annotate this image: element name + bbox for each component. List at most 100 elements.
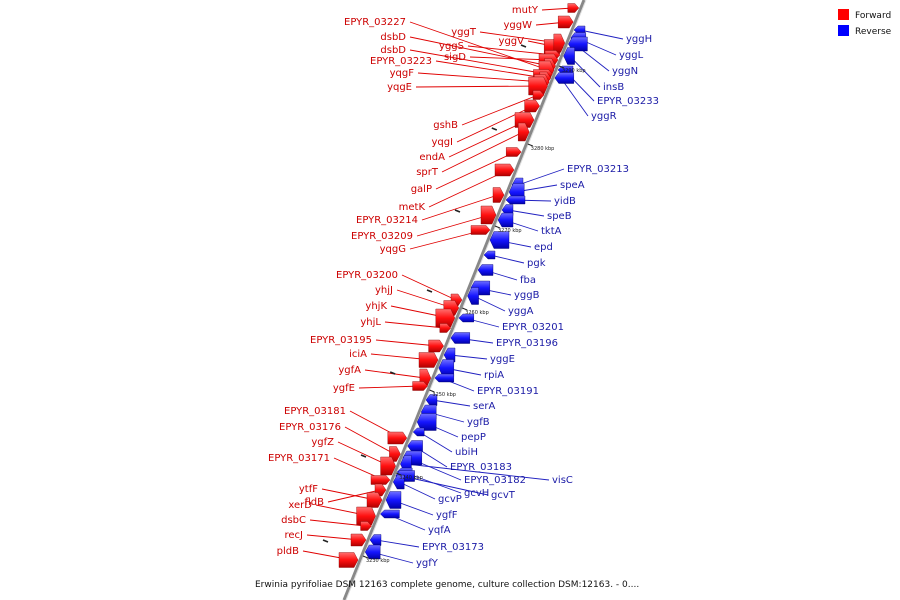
forward-gene-label: EPYR_03176 bbox=[279, 422, 341, 433]
forward-gene-label: EPYR_03200 bbox=[336, 270, 398, 281]
legend-swatch-reverse bbox=[838, 25, 849, 36]
forward-gene-label: yhjJ bbox=[375, 285, 393, 296]
forward-gene-arrow bbox=[470, 225, 491, 235]
reverse-gene-label: EPYR_03182 bbox=[464, 475, 526, 486]
forward-gene-label: fldB bbox=[304, 497, 324, 508]
scale-tick bbox=[429, 389, 435, 393]
reverse-gene-arrow bbox=[554, 72, 574, 84]
forward-gene-label: EPYR_03171 bbox=[268, 453, 330, 464]
reverse-gene-arrow bbox=[489, 231, 510, 249]
reverse-gene-label: gcvP bbox=[438, 494, 462, 505]
reverse-gene-label: tktA bbox=[541, 226, 562, 237]
reverse-gene-label: EPYR_03201 bbox=[502, 322, 564, 333]
genome-backbone-highlight bbox=[345, 0, 587, 600]
forward-gene-arrow bbox=[480, 205, 497, 225]
forward-gene-arrow bbox=[370, 475, 391, 485]
reverse-gene-label: ygfF bbox=[436, 510, 458, 521]
forward-gene-arrow bbox=[366, 492, 383, 508]
segment-mark bbox=[389, 371, 396, 375]
forward-gene-label: yggT bbox=[451, 27, 477, 38]
scale-tick bbox=[462, 307, 468, 311]
reverse-gene-label: yggN bbox=[612, 66, 638, 77]
forward-gene-label: yggW bbox=[503, 20, 532, 31]
reverse-gene-arrow bbox=[458, 313, 474, 323]
reverse-gene-label: yqfA bbox=[428, 525, 451, 536]
legend-swatch-forward bbox=[838, 9, 849, 20]
reverse-gene-label: serA bbox=[473, 401, 495, 412]
reverse-gene-label: ubiH bbox=[455, 447, 478, 458]
reverse-gene-arrow bbox=[364, 544, 381, 560]
reverse-gene-arrow bbox=[380, 509, 400, 519]
forward-gene-label: dsbD bbox=[380, 32, 406, 43]
reverse-gene-label: EPYR_03183 bbox=[450, 462, 512, 473]
reverse-gene-arrow bbox=[563, 47, 575, 65]
reverse-gene-arrow bbox=[443, 347, 456, 363]
forward-gene-label: yqgI bbox=[431, 137, 453, 148]
forward-gene-label: yqgE bbox=[387, 82, 412, 93]
forward-gene-arrow bbox=[360, 521, 372, 531]
reverse-gene-label: yggL bbox=[619, 50, 644, 61]
scale-tick-label: 3230 kbp bbox=[366, 558, 390, 564]
forward-gene-label: EPYR_03209 bbox=[351, 231, 413, 242]
reverse-gene-arrow bbox=[450, 332, 470, 344]
reverse-gene-label: EPYR_03173 bbox=[422, 542, 484, 553]
reverse-gene-label: yggE bbox=[490, 354, 515, 365]
forward-gene-label: metK bbox=[399, 202, 426, 213]
forward-gene-label: dsbD bbox=[380, 45, 406, 56]
forward-gene-label: gshB bbox=[433, 120, 458, 131]
forward-gene-label: ygfZ bbox=[311, 437, 334, 448]
reverse-gene-label: EPYR_03233 bbox=[597, 96, 659, 107]
forward-gene-label: ygfA bbox=[338, 365, 361, 376]
reverse-gene-label: gcvH bbox=[464, 488, 489, 499]
reverse-gene-arrow bbox=[477, 264, 494, 276]
forward-gene-arrow bbox=[506, 147, 522, 157]
forward-gene-label: EPYR_03195 bbox=[310, 335, 372, 346]
reverse-gene-label: rpiA bbox=[484, 370, 504, 381]
reverse-gene-arrow bbox=[385, 491, 402, 509]
reverse-gene-label: speA bbox=[560, 180, 585, 191]
reverse-gene-arrow bbox=[412, 427, 425, 437]
reverse-gene-label: pepP bbox=[461, 432, 486, 443]
reverse-gene-arrow bbox=[483, 250, 496, 260]
forward-gene-label: pldB bbox=[277, 546, 299, 557]
reverse-gene-label: gcvT bbox=[491, 490, 516, 501]
forward-gene-arrow bbox=[492, 187, 505, 203]
forward-gene-arrow bbox=[524, 99, 540, 113]
forward-gene-label: yhjL bbox=[360, 317, 381, 328]
reverse-gene-arrow bbox=[425, 394, 438, 406]
forward-gene-arrow bbox=[380, 456, 396, 476]
scale-tick-label: 3260 kbp bbox=[465, 310, 489, 316]
forward-gene-label: recJ bbox=[285, 530, 304, 541]
segment-mark bbox=[426, 289, 433, 293]
reverse-gene-label: yggA bbox=[508, 306, 534, 317]
forward-gene-arrow bbox=[356, 506, 376, 526]
forward-gene-label: yggV bbox=[499, 36, 525, 47]
reverse-gene-label: visC bbox=[552, 475, 573, 486]
scale-tick-label: 3290 kbp bbox=[562, 68, 586, 74]
forward-gene-arrow bbox=[428, 339, 444, 353]
reverse-gene-label: EPYR_03213 bbox=[567, 164, 629, 175]
reverse-gene-arrow bbox=[407, 440, 423, 452]
reverse-gene-arrow bbox=[467, 287, 479, 305]
forward-gene-arrow bbox=[439, 323, 452, 333]
forward-gene-label: ytfF bbox=[299, 484, 318, 495]
legend-label-forward: Forward bbox=[855, 11, 891, 21]
legend: Forward Reverse bbox=[838, 9, 892, 37]
forward-gene-label: endA bbox=[419, 152, 445, 163]
scale-ticks: 3290 kbp 3280 kbp 3270 kbp 3260 kbp 3250 kbp… bbox=[362, 65, 586, 564]
reverse-gene-arrow bbox=[497, 212, 514, 228]
forward-gene-arrow bbox=[532, 90, 545, 100]
forward-gene-label: dsbC bbox=[281, 515, 306, 526]
forward-gene-label: EPYR_03181 bbox=[284, 406, 346, 417]
forward-gene-label: EPYR_03223 bbox=[370, 56, 432, 67]
reverse-gene-label: ygfY bbox=[416, 558, 439, 569]
forward-gene-label: yggS bbox=[439, 41, 464, 52]
reverse-gene-arrow bbox=[438, 359, 454, 377]
leader-lines bbox=[302, 7, 624, 564]
reverse-gene-label: pgk bbox=[527, 258, 546, 269]
segment-mark bbox=[454, 209, 461, 213]
map-caption: Erwinia pyrifoliae DSM 12163 complete ge… bbox=[255, 580, 639, 590]
forward-gene-label: EPYR_03214 bbox=[356, 215, 418, 226]
